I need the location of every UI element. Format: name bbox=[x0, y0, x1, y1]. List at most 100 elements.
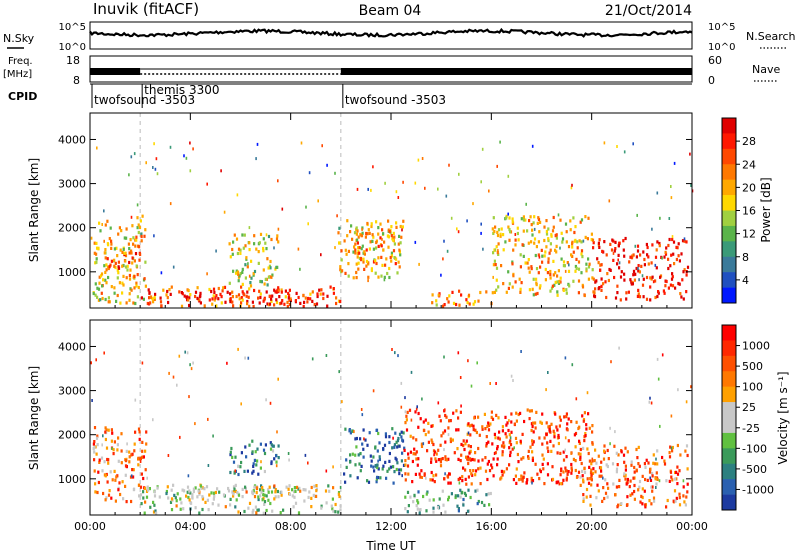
data-cell bbox=[287, 487, 290, 491]
freq-unit: [MHz] bbox=[3, 69, 32, 80]
data-cell bbox=[414, 452, 417, 456]
data-cell bbox=[118, 281, 121, 285]
data-cell bbox=[144, 228, 147, 232]
data-cell bbox=[217, 503, 220, 507]
data-cell bbox=[144, 468, 147, 472]
sparse-echo-cell bbox=[311, 357, 314, 361]
sparse-echo-cell bbox=[531, 481, 533, 485]
data-cell bbox=[539, 470, 542, 474]
sparse-echo-cell bbox=[404, 396, 406, 400]
sparse-echo-cell bbox=[130, 474, 133, 478]
data-cell bbox=[251, 510, 254, 514]
data-cell bbox=[94, 282, 97, 286]
data-cell bbox=[556, 293, 559, 297]
data-cell bbox=[655, 471, 658, 475]
data-cell bbox=[415, 450, 418, 454]
sparse-echo-cell bbox=[507, 212, 509, 216]
data-cell bbox=[558, 415, 561, 419]
data-cell bbox=[286, 304, 289, 309]
data-cell bbox=[145, 430, 148, 434]
data-cell bbox=[565, 230, 568, 234]
data-cell bbox=[444, 413, 447, 418]
data-cell bbox=[442, 431, 445, 435]
data-cell bbox=[422, 420, 425, 424]
data-cell bbox=[98, 281, 101, 285]
data-cell bbox=[572, 279, 575, 283]
data-cell bbox=[213, 298, 216, 302]
data-cell bbox=[257, 495, 260, 499]
sparse-echo-cell bbox=[612, 251, 615, 255]
data-cell bbox=[671, 449, 674, 453]
data-cell bbox=[407, 456, 410, 460]
data-cell bbox=[241, 487, 244, 491]
data-cell bbox=[464, 477, 467, 481]
colorbar-swatch bbox=[722, 148, 736, 165]
sparse-echo-cell bbox=[265, 233, 268, 237]
data-cell bbox=[459, 410, 462, 414]
sparse-echo-cell bbox=[470, 384, 473, 388]
data-cell bbox=[349, 230, 352, 234]
data-cell bbox=[274, 490, 277, 494]
data-cell bbox=[520, 217, 523, 221]
data-cell bbox=[147, 288, 150, 292]
nsky-trace bbox=[89, 27, 693, 38]
sparse-echo-cell bbox=[247, 262, 249, 266]
data-cell bbox=[334, 510, 337, 514]
sparse-echo-cell bbox=[658, 479, 661, 483]
data-cell bbox=[679, 453, 682, 457]
data-cell bbox=[613, 444, 616, 448]
data-cell bbox=[97, 246, 100, 250]
data-cell bbox=[121, 250, 124, 254]
sparse-echo-cell bbox=[571, 183, 573, 187]
data-cell bbox=[614, 296, 618, 300]
data-cell bbox=[612, 482, 615, 486]
data-cell bbox=[93, 458, 96, 462]
data-cell bbox=[562, 470, 565, 474]
data-cell bbox=[560, 482, 563, 486]
data-cell bbox=[356, 252, 359, 256]
data-cell bbox=[251, 439, 254, 443]
data-cell bbox=[106, 265, 110, 269]
data-cell bbox=[472, 428, 475, 432]
data-cell bbox=[246, 302, 249, 306]
data-cell bbox=[517, 460, 520, 464]
data-cell bbox=[593, 295, 597, 299]
data-cell bbox=[297, 295, 300, 300]
data-cell bbox=[124, 473, 127, 477]
data-cell bbox=[585, 423, 588, 427]
data-cell bbox=[128, 455, 131, 459]
data-cell bbox=[582, 419, 585, 423]
data-cell bbox=[509, 443, 513, 447]
data-cell bbox=[430, 460, 433, 464]
data-cell bbox=[369, 454, 372, 458]
data-cell bbox=[122, 283, 125, 287]
data-cell bbox=[519, 265, 522, 269]
data-cell bbox=[540, 421, 543, 425]
sparse-echo-cell bbox=[187, 474, 190, 478]
colorbar-tick-label: 25 bbox=[742, 401, 756, 414]
sparse-echo-cell bbox=[682, 479, 685, 483]
data-cell bbox=[502, 248, 505, 252]
data-cell bbox=[96, 246, 99, 250]
data-cell bbox=[291, 488, 294, 492]
data-cell bbox=[545, 219, 548, 223]
data-cell bbox=[645, 458, 648, 462]
data-cell bbox=[394, 431, 397, 435]
data-cell bbox=[419, 475, 422, 479]
data-cell bbox=[585, 267, 588, 271]
data-cell bbox=[152, 500, 155, 504]
data-cell bbox=[354, 453, 357, 457]
data-cell bbox=[362, 257, 365, 261]
data-cell bbox=[607, 486, 610, 490]
data-cell bbox=[547, 227, 550, 231]
data-cell bbox=[204, 500, 207, 504]
data-cell bbox=[576, 246, 579, 250]
data-cell bbox=[620, 450, 623, 454]
data-cell bbox=[232, 494, 235, 498]
data-cell bbox=[229, 255, 232, 259]
sparse-echo-cell bbox=[421, 397, 423, 401]
sparse-echo-cell bbox=[433, 453, 435, 457]
data-cell bbox=[125, 236, 128, 240]
sparse-echo-cell bbox=[168, 371, 170, 375]
data-cell bbox=[234, 483, 237, 487]
